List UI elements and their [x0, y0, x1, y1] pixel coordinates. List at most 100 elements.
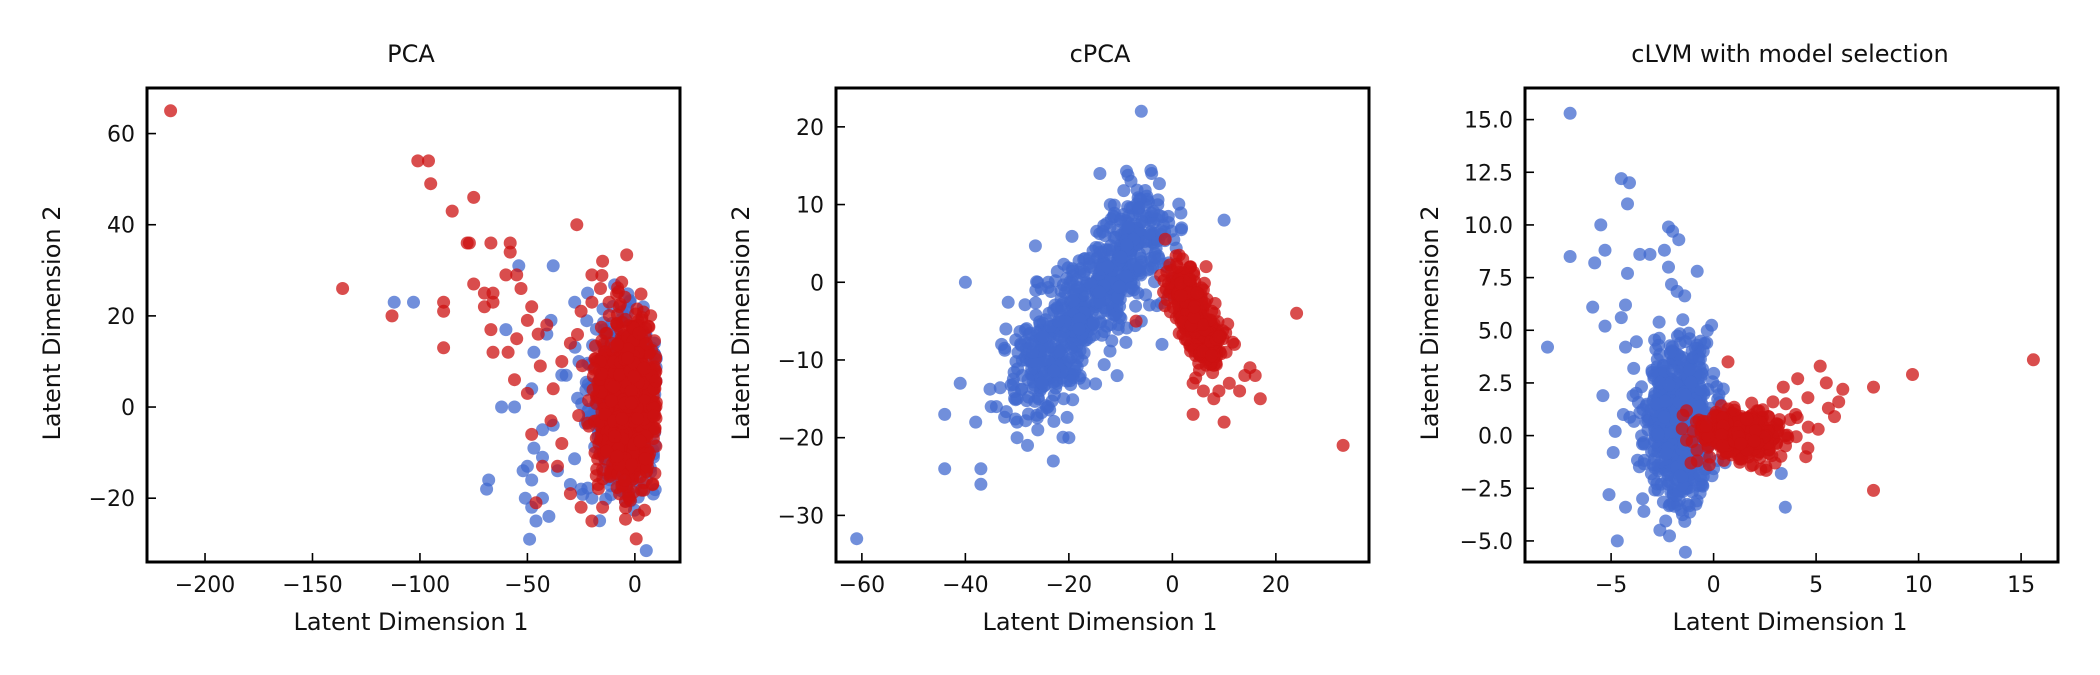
y-tick-label: −10 [778, 349, 824, 374]
data-point [1052, 314, 1065, 328]
data-point [467, 277, 481, 291]
data-point [595, 269, 609, 282]
data-point [1721, 355, 1735, 369]
data-point [546, 259, 560, 273]
data-point [1051, 302, 1065, 316]
data-point [1663, 345, 1677, 359]
data-point [1145, 167, 1159, 180]
y-tick-label: −5.0 [1460, 530, 1513, 555]
data-point [508, 373, 521, 387]
data-point [631, 412, 644, 425]
data-point [1867, 483, 1880, 497]
data-point [974, 477, 988, 491]
data-point [1053, 344, 1067, 358]
data-point [639, 544, 653, 558]
data-point [1093, 295, 1107, 309]
data-point [1054, 292, 1068, 306]
scatter-points [164, 104, 663, 558]
data-point [1129, 314, 1143, 328]
data-point [1778, 500, 1792, 514]
data-point [1563, 250, 1577, 263]
x-tick-label: 0 [1707, 573, 1721, 598]
data-point [1616, 408, 1630, 421]
data-point [503, 236, 517, 250]
data-point [529, 514, 543, 528]
data-point [1174, 206, 1188, 220]
data-point [480, 482, 494, 496]
data-point [516, 464, 530, 478]
data-point [1212, 330, 1226, 344]
data-point [1233, 384, 1247, 398]
data-point [1690, 443, 1704, 457]
data-point [1735, 452, 1748, 466]
data-point [1779, 397, 1793, 411]
data-point [1656, 495, 1670, 509]
data-point [529, 496, 543, 510]
data-point [544, 414, 558, 428]
data-point [984, 400, 998, 414]
y-axis-label: Latent Dimension 2 [1416, 206, 1444, 441]
data-point [527, 441, 541, 455]
data-point [1707, 366, 1721, 380]
data-point [1093, 245, 1107, 259]
data-point [1627, 361, 1641, 375]
data-point [1705, 469, 1719, 483]
data-point [1093, 167, 1107, 180]
data-point [525, 473, 539, 487]
data-point [422, 154, 435, 168]
data-point [1791, 372, 1805, 386]
data-point [1602, 488, 1616, 502]
data-point [1673, 469, 1687, 483]
data-point [1702, 458, 1716, 472]
data-point [1712, 388, 1726, 402]
data-point [536, 459, 549, 473]
data-point [1060, 410, 1074, 424]
data-point [1155, 337, 1169, 351]
data-point [1135, 214, 1149, 228]
data-point [1187, 300, 1201, 314]
data-point [1716, 439, 1730, 453]
data-point [1684, 456, 1698, 470]
data-point [1043, 339, 1057, 353]
data-point [2026, 353, 2040, 367]
data-point [437, 295, 451, 309]
data-point [1133, 260, 1147, 274]
data-point [1101, 260, 1115, 274]
panel-clvm: cLVM with model selection Latent Dimensi… [1416, 40, 2060, 636]
y-tick-label: 20 [107, 305, 135, 330]
data-point [571, 328, 584, 341]
data-point [533, 359, 547, 373]
data-point [1197, 276, 1211, 290]
data-point [1756, 403, 1770, 417]
data-point [1714, 399, 1728, 413]
data-point [1174, 289, 1188, 302]
y-axis-label: Latent Dimension 2 [727, 206, 755, 441]
data-point [1657, 410, 1671, 424]
data-point [938, 407, 952, 421]
data-point [499, 268, 513, 282]
data-point [486, 286, 500, 300]
data-point [1031, 275, 1045, 289]
data-point [510, 332, 524, 346]
data-point [582, 419, 596, 433]
data-point [595, 334, 609, 348]
data-point [1018, 298, 1032, 312]
x-tick-label: −150 [282, 573, 342, 598]
y-tick-label: −20 [89, 487, 135, 512]
data-point [572, 409, 586, 422]
data-point [508, 400, 521, 414]
data-point [1778, 429, 1792, 443]
data-point [1832, 395, 1846, 409]
data-point [1111, 291, 1125, 305]
data-point [1659, 447, 1673, 460]
data-point [585, 514, 599, 528]
data-point [1336, 438, 1350, 452]
data-point [1062, 353, 1076, 367]
data-point [1190, 286, 1204, 300]
data-point [437, 304, 451, 318]
data-point [983, 382, 997, 396]
data-point [1645, 365, 1659, 379]
data-point [1092, 285, 1106, 299]
data-point [1683, 363, 1696, 377]
data-point [596, 254, 610, 268]
